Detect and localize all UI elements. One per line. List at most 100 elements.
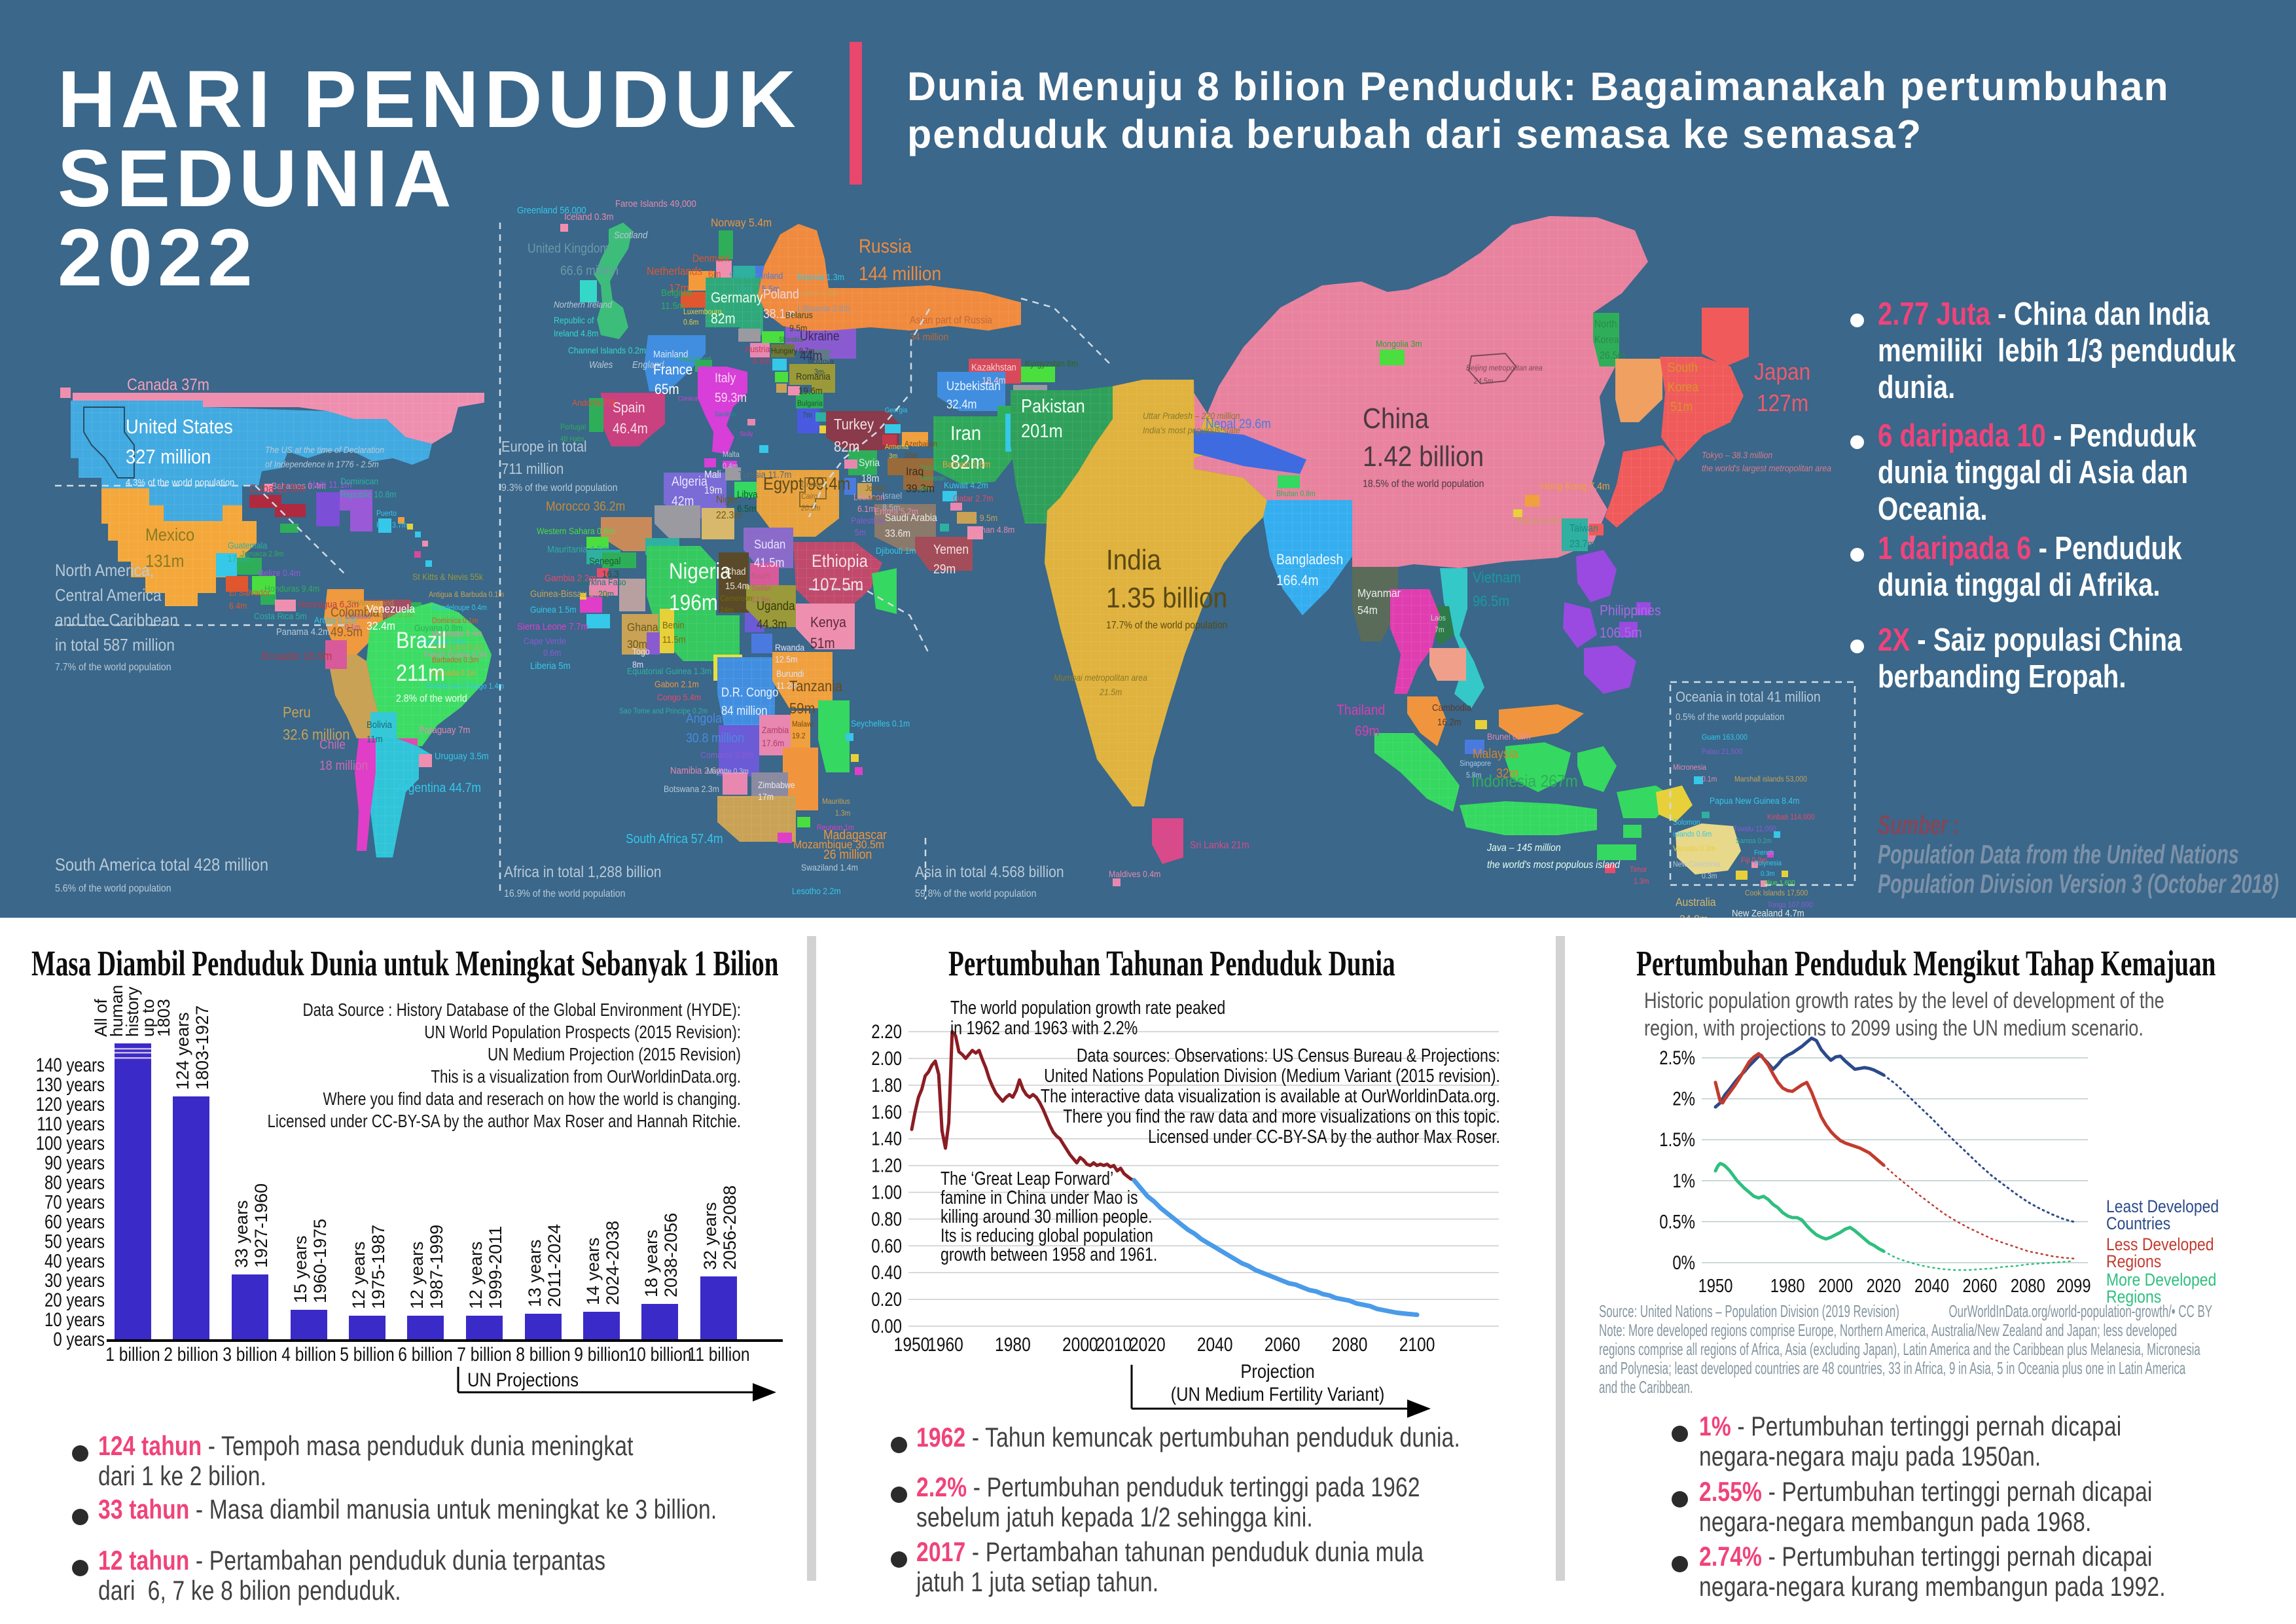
svg-text:17m: 17m xyxy=(758,791,774,802)
svg-text:Botswana 2.3m: Botswana 2.3m xyxy=(664,784,719,794)
svg-text:2080: 2080 xyxy=(1332,1333,1368,1356)
svg-text:Europe in total: Europe in total xyxy=(501,438,586,456)
svg-text:Algeria: Algeria xyxy=(672,474,708,488)
svg-text:1.40: 1.40 xyxy=(871,1127,902,1149)
svg-text:UN Medium Projection (2015 Rev: UN Medium Projection (2015 Revision) xyxy=(488,1045,741,1065)
svg-text:49.5m: 49.5m xyxy=(331,624,363,639)
svg-text:4 billion: 4 billion xyxy=(281,1343,336,1365)
svg-text:Trinidad and Tobago 1.4m: Trinidad and Tobago 1.4m xyxy=(424,682,504,691)
svg-text:9.5m: 9.5m xyxy=(789,323,807,333)
svg-text:10m: 10m xyxy=(736,283,751,294)
svg-text:Guinea-Bissau 1.9m: Guinea-Bissau 1.9m xyxy=(530,588,608,599)
svg-text:3m: 3m xyxy=(889,453,897,461)
svg-text:166.4m: 166.4m xyxy=(1276,573,1319,588)
svg-text:Swaziland 1.4m: Swaziland 1.4m xyxy=(801,862,858,873)
svg-text:Channel Islands 0.2m: Channel Islands 0.2m xyxy=(568,345,646,355)
svg-text:Sao Tome and Principe 0.2m: Sao Tome and Principe 0.2m xyxy=(619,707,708,715)
svg-text:11 billion: 11 billion xyxy=(687,1343,749,1365)
svg-text:Timor: Timor xyxy=(1630,865,1647,874)
svg-text:Wales: Wales xyxy=(589,359,613,370)
svg-text:0.00: 0.00 xyxy=(871,1314,902,1337)
svg-text:11.5m: 11.5m xyxy=(661,300,685,311)
svg-text:Republic 10.8m: Republic 10.8m xyxy=(340,489,397,499)
svg-text:Antigua & Barbuda 0.1m: Antigua & Barbuda 0.1m xyxy=(429,590,504,599)
svg-text:Liberia 5m: Liberia 5m xyxy=(530,660,571,671)
svg-text:Least Developed: Least Developed xyxy=(2106,1197,2219,1216)
svg-text:history: history xyxy=(122,986,142,1037)
svg-text:UN World Population Prospects: UN World Population Prospects (2015 Revi… xyxy=(424,1022,741,1043)
svg-text:0.1m: 0.1m xyxy=(1702,775,1717,784)
svg-text:Peru: Peru xyxy=(283,704,311,721)
svg-text:Martinique 0.4m: Martinique 0.4m xyxy=(432,630,482,638)
svg-text:Myanmar: Myanmar xyxy=(1357,586,1401,600)
svg-text:Niger: Niger xyxy=(716,494,738,505)
svg-text:United Nations Population Divi: United Nations Population Division (Medi… xyxy=(1044,1064,1500,1086)
svg-text:UAE 9.5m: UAE 9.5m xyxy=(961,513,997,523)
svg-text:The ‘Great Leap Forward’: The ‘Great Leap Forward’ xyxy=(941,1167,1113,1189)
svg-text:Note: More developed regions c: Note: More developed regions comprise Eu… xyxy=(1599,1320,2177,1340)
svg-text:the world's most populous isla: the world's most populous island xyxy=(1487,859,1621,871)
svg-text:44m: 44m xyxy=(800,348,822,363)
svg-text:Gambia 2.2m: Gambia 2.2m xyxy=(545,572,596,583)
svg-text:Beijing metropolitan area: Beijing metropolitan area xyxy=(1466,364,1543,372)
svg-text:Malaysia: Malaysia xyxy=(1473,746,1518,761)
svg-text:Kazakhstan: Kazakhstan xyxy=(971,361,1016,372)
svg-text:6.4m: 6.4m xyxy=(229,600,247,611)
svg-text:33 years: 33 years xyxy=(232,1200,251,1268)
svg-text:UN Projections: UN Projections xyxy=(467,1369,579,1390)
svg-text:growth between 1958 and 1961.: growth between 1958 and 1961. xyxy=(941,1243,1157,1265)
svg-text:6.1m: 6.1m xyxy=(857,503,875,514)
svg-text:127m: 127m xyxy=(1757,390,1808,416)
svg-text:2.00: 2.00 xyxy=(871,1047,902,1069)
svg-text:Burkina Faso: Burkina Faso xyxy=(579,577,626,587)
svg-text:Reunion 1m: Reunion 1m xyxy=(817,823,854,832)
svg-text:34 million: 34 million xyxy=(910,331,948,343)
svg-text:Belgium: Belgium xyxy=(661,287,692,298)
svg-text:Tunisia 11.7m: Tunisia 11.7m xyxy=(738,469,791,480)
svg-text:Data Source : History Database: Data Source : History Database of the Gl… xyxy=(302,1000,741,1020)
svg-text:United States: United States xyxy=(126,416,233,438)
svg-text:More Developed: More Developed xyxy=(2106,1270,2216,1290)
svg-text:Paraguay 7m: Paraguay 7m xyxy=(419,724,470,735)
svg-text:Russia: Russia xyxy=(859,234,912,257)
svg-text:Costa Rica 5m: Costa Rica 5m xyxy=(254,611,307,621)
svg-text:the world's largest metropolit: the world's largest metropolitan area xyxy=(1702,463,1831,473)
svg-text:82m: 82m xyxy=(711,311,736,327)
svg-text:Belize 0.4m: Belize 0.4m xyxy=(259,568,300,578)
svg-text:Maldives 0.4m: Maldives 0.4m xyxy=(1109,869,1160,879)
svg-text:Japan: Japan xyxy=(1754,359,1810,385)
svg-text:107.5m: 107.5m xyxy=(812,575,863,595)
svg-text:15.4m: 15.4m xyxy=(725,580,749,591)
svg-text:2000: 2000 xyxy=(1818,1275,1853,1297)
svg-text:Lesotho 2.2m: Lesotho 2.2m xyxy=(792,886,841,896)
svg-text:Cook Islands 17,500: Cook Islands 17,500 xyxy=(1745,889,1808,897)
svg-text:Uruguay 3.5m: Uruguay 3.5m xyxy=(435,750,489,761)
svg-text:Historic population growth rat: Historic population growth rates by the … xyxy=(1644,988,2164,1013)
svg-text:El Salvador: El Salvador xyxy=(229,587,271,598)
svg-text:The interactive data visualiza: The interactive data visualization is av… xyxy=(1041,1085,1500,1106)
svg-text:10m: 10m xyxy=(868,495,882,503)
svg-text:9 billion: 9 billion xyxy=(574,1343,628,1365)
svg-text:This is a visualization from O: This is a visualization from OurWorldinD… xyxy=(431,1067,741,1087)
svg-text:Australia: Australia xyxy=(1676,895,1716,909)
svg-text:Uttar Pradesh – 220 million: Uttar Pradesh – 220 million xyxy=(1143,410,1240,421)
svg-text:32 years: 32 years xyxy=(700,1202,720,1270)
svg-text:Canada 37m: Canada 37m xyxy=(127,376,209,394)
svg-text:39.3m: 39.3m xyxy=(906,482,935,495)
svg-text:Seychelles 0.1m: Seychelles 0.1m xyxy=(851,718,910,729)
svg-text:Mauritania 4.5m: Mauritania 4.5m xyxy=(547,543,609,554)
svg-text:Sardinia: Sardinia xyxy=(715,410,736,418)
svg-text:1960-1975: 1960-1975 xyxy=(310,1219,330,1303)
svg-text:Zambia: Zambia xyxy=(762,725,789,735)
svg-text:4B Habs: 4B Habs xyxy=(560,436,584,444)
svg-text:18.5% of the world population: 18.5% of the world population xyxy=(1363,478,1484,490)
svg-text:Chile: Chile xyxy=(319,737,346,751)
svg-text:Turk-: Turk- xyxy=(920,465,935,473)
svg-text:Corsica: Corsica xyxy=(678,394,698,402)
svg-text:Belarus: Belarus xyxy=(785,310,813,320)
svg-text:Puerto: Puerto xyxy=(376,509,397,518)
svg-text:Spain: Spain xyxy=(613,400,645,416)
svg-text:Argentina 44.7m: Argentina 44.7m xyxy=(397,780,481,795)
svg-text:100 years: 100 years xyxy=(36,1132,105,1154)
svg-text:Uganda: Uganda xyxy=(757,599,795,613)
